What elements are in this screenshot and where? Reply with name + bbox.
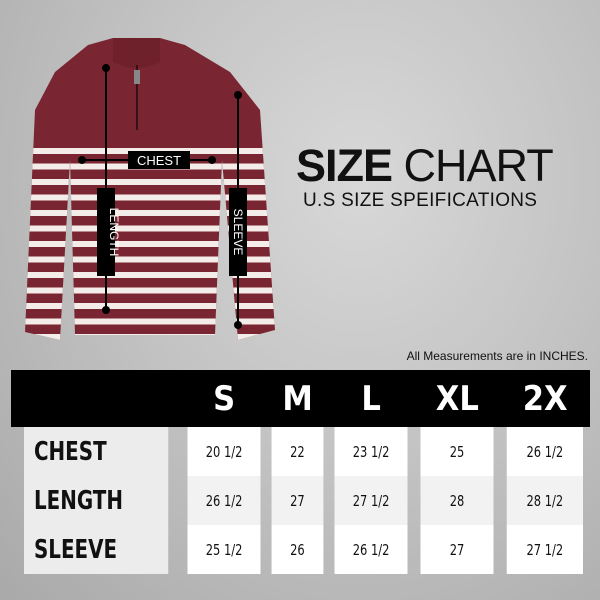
- cell-value: 27: [420, 525, 494, 574]
- measurement-note: All Measurements are in INCHES.: [406, 349, 588, 363]
- chest-label: CHEST: [137, 153, 181, 168]
- cell-value: 27: [271, 476, 324, 525]
- stripe: [25, 225, 275, 232]
- row-label: CHEST: [23, 427, 169, 476]
- table-row: CHEST 20 1/2 22 23 1/2 25 26 1/2: [11, 427, 590, 476]
- stripe: [25, 303, 275, 309]
- cell-value: 23 1/2: [334, 427, 408, 476]
- cell-value: 28 1/2: [507, 476, 584, 525]
- stripe: [25, 210, 275, 216]
- cell-value: 26 1/2: [334, 525, 408, 574]
- cell-value: 25: [420, 427, 494, 476]
- row-label: SLEEVE: [23, 525, 169, 574]
- size-header-row: S M L XL 2X: [11, 370, 590, 427]
- cell-value: 25 1/2: [187, 525, 261, 574]
- sweater-diagram: CHEST LENGTH SLEEVE: [25, 38, 275, 340]
- table-row: SLEEVE 25 1/2 26 26 1/2 27 27 1/2: [11, 525, 590, 574]
- cell-value: 26 1/2: [187, 476, 261, 525]
- cell-value: 20 1/2: [187, 427, 261, 476]
- stripe: [25, 194, 275, 201]
- row-label: LENGTH: [23, 476, 169, 525]
- size-header: 2X: [500, 370, 590, 427]
- cell-value: 27 1/2: [334, 476, 408, 525]
- cell-value: 26 1/2: [507, 427, 584, 476]
- cell-value: 28: [420, 476, 494, 525]
- stripe: [25, 241, 275, 247]
- stripe: [25, 287, 275, 294]
- size-table: S M L XL 2X CHEST 20 1/2 22 23 1/2 25 26 1/2 L…: [11, 370, 590, 574]
- stripe: [25, 179, 275, 185]
- page-subtitle: U.S SIZE SPEIFICATIONS: [303, 190, 538, 211]
- page-title: SIZE CHART: [296, 140, 554, 191]
- length-label: LENGTH: [107, 208, 121, 257]
- cell-value: 27 1/2: [507, 525, 584, 574]
- size-header: M: [267, 370, 329, 427]
- size-header: L: [328, 370, 415, 427]
- table-row: LENGTH 26 1/2 27 27 1/2 28 28 1/2: [11, 476, 590, 525]
- sleeve-label: SLEEVE: [231, 209, 245, 256]
- stripe: [25, 318, 275, 325]
- size-header: S: [181, 370, 268, 427]
- size-header: XL: [414, 370, 501, 427]
- stripe: [25, 272, 275, 278]
- cell-value: 26: [271, 525, 324, 574]
- cell-value: 22: [271, 427, 324, 476]
- stripe: [25, 334, 275, 340]
- stripe: [25, 256, 275, 263]
